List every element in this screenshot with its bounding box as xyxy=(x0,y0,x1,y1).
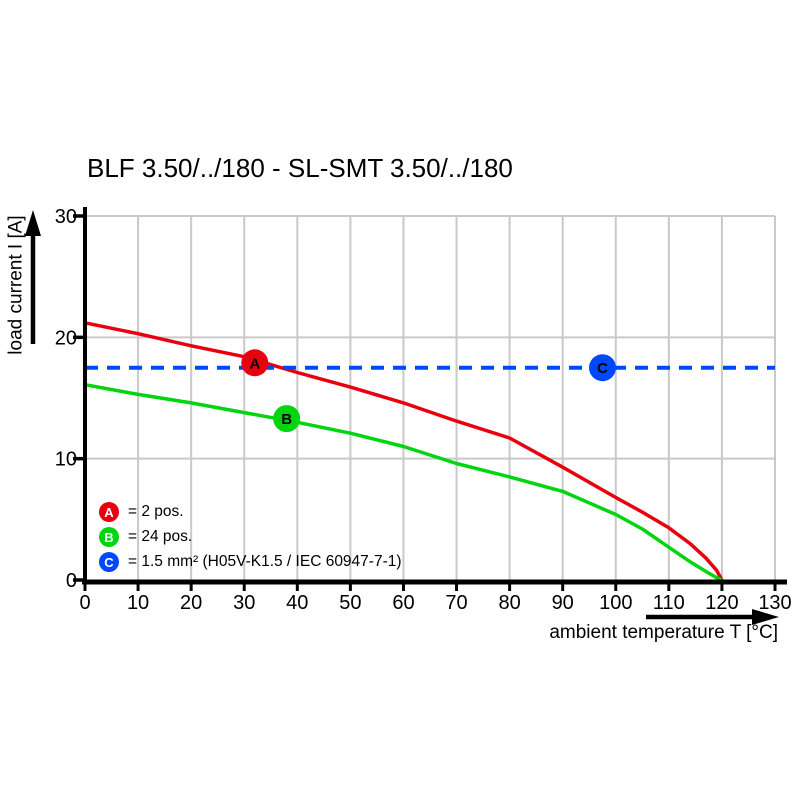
x-axis-label: ambient temperature T [°C] xyxy=(549,622,778,643)
legend-label-a: = 2 pos. xyxy=(128,503,184,520)
legend-marker-b-icon: B xyxy=(99,527,119,547)
marker-c-letter: C xyxy=(597,360,608,377)
legend-marker-a-icon: A xyxy=(99,502,119,522)
series-curve-b xyxy=(84,382,723,582)
x-tick-label: 10 xyxy=(127,592,149,614)
legend-item-c: C = 1.5 mm² (H05V-K1.5 / IEC 60947-7-1) xyxy=(99,552,402,572)
x-tick-label: 70 xyxy=(445,592,467,614)
x-tick-label: 50 xyxy=(339,592,361,614)
x-tick-label: 40 xyxy=(286,592,308,614)
legend-item-a: A = 2 pos. xyxy=(99,502,402,522)
marker-b-letter: B xyxy=(281,411,292,428)
x-tick-label: 90 xyxy=(552,592,574,614)
y-axis-label: load current I [A] xyxy=(5,215,27,355)
legend-label-b: = 24 pos. xyxy=(128,528,193,545)
chart-title: BLF 3.50/../180 - SL-SMT 3.50/../180 xyxy=(87,153,513,183)
legend-marker-b-letter: B xyxy=(104,529,114,545)
x-axis-arrow xyxy=(646,609,779,625)
y-tick-label: 0 xyxy=(66,570,77,592)
x-tick-label: 80 xyxy=(498,592,520,614)
marker-b-icon xyxy=(273,405,301,433)
x-tick-label: 0 xyxy=(79,592,90,614)
chart-legend: A = 2 pos. B = 24 pos. C = 1.5 mm² (H05V… xyxy=(99,502,402,572)
series-curve-a xyxy=(84,321,724,581)
legend-label-c: = 1.5 mm² (H05V-K1.5 / IEC 60947-7-1) xyxy=(128,553,402,570)
y-tick-label: 10 xyxy=(55,449,77,471)
marker-a-letter: A xyxy=(249,355,260,372)
legend-marker-a-letter: A xyxy=(104,504,114,520)
x-tick-label: 110 xyxy=(653,592,685,614)
x-tick-label: 120 xyxy=(705,592,738,614)
x-tick-label: 30 xyxy=(233,592,255,614)
x-tick-label: 60 xyxy=(392,592,414,614)
x-tick-label: 100 xyxy=(599,592,632,614)
y-tick-label: 30 xyxy=(55,206,77,228)
marker-c-icon xyxy=(589,354,616,382)
x-tick-label: 130 xyxy=(758,592,791,614)
legend-marker-c-icon: C xyxy=(99,552,119,572)
y-tick-label: 20 xyxy=(55,327,77,349)
x-tick-label: 20 xyxy=(180,592,202,614)
legend-item-b: B = 24 pos. xyxy=(99,527,402,547)
y-axis-arrow xyxy=(25,210,41,344)
legend-marker-c-letter: C xyxy=(104,554,114,570)
marker-a-icon xyxy=(241,349,269,377)
